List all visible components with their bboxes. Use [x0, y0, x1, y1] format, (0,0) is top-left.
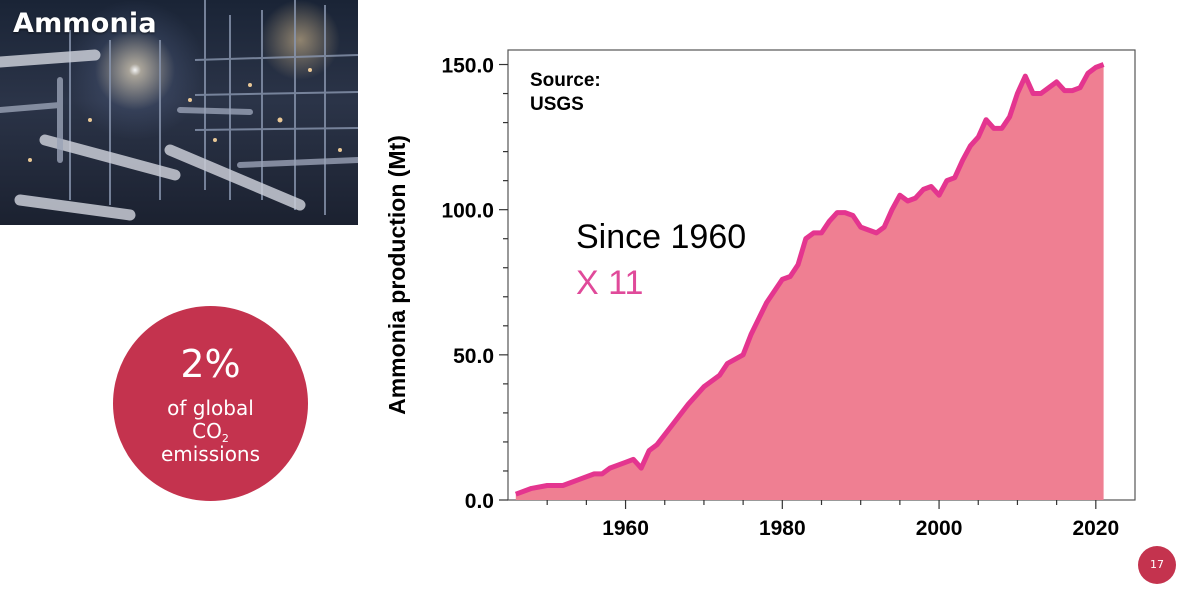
stat-line-global: of global: [167, 396, 254, 420]
stat-line-emissions: emissions: [160, 442, 261, 466]
x-tick-label: 1980: [759, 517, 806, 540]
page-number-badge: 17: [1138, 546, 1176, 584]
y-axis: 0.0 50.0 100.0 150.0: [441, 55, 508, 513]
industrial-scene-graphic: [0, 0, 358, 221]
source-label: Source:: [530, 70, 601, 91]
source-name: USGS: [530, 94, 584, 115]
y-tick-label: 150.0: [441, 55, 494, 78]
x-tick-label: 1960: [602, 517, 649, 540]
x-tick-label: 2000: [916, 517, 963, 540]
ammonia-production-chart: 1960 1980 2000 2020 0.0 50.0 100.0 150.0 Ammon…: [384, 49, 1136, 540]
y-tick-label: 50.0: [453, 345, 494, 368]
slide-title: Ammonia: [13, 8, 157, 39]
series-line: [514, 62, 1105, 497]
growth-annotation: Since 1960: [576, 218, 746, 256]
stat-percentage: 2%: [180, 342, 241, 386]
ammonia-plant-photo: Ammonia: [0, 0, 358, 225]
growth-multiplier: X 11: [576, 264, 643, 302]
y-tick-label: 0.0: [465, 490, 494, 513]
stat-line-co2: CO2: [113, 419, 308, 451]
co2-subscript: 2: [221, 432, 229, 445]
y-tick-label: 100.0: [441, 200, 494, 223]
x-tick-label: 2020: [1072, 517, 1119, 540]
emissions-stat-badge: 2% of global CO2 emissions: [113, 306, 308, 501]
co2-text: CO: [192, 419, 222, 443]
area-fill: [515, 64, 1104, 500]
x-axis: 1960 1980 2000 2020: [546, 500, 1119, 540]
y-axis-title: Ammonia production (Mt): [384, 135, 410, 415]
